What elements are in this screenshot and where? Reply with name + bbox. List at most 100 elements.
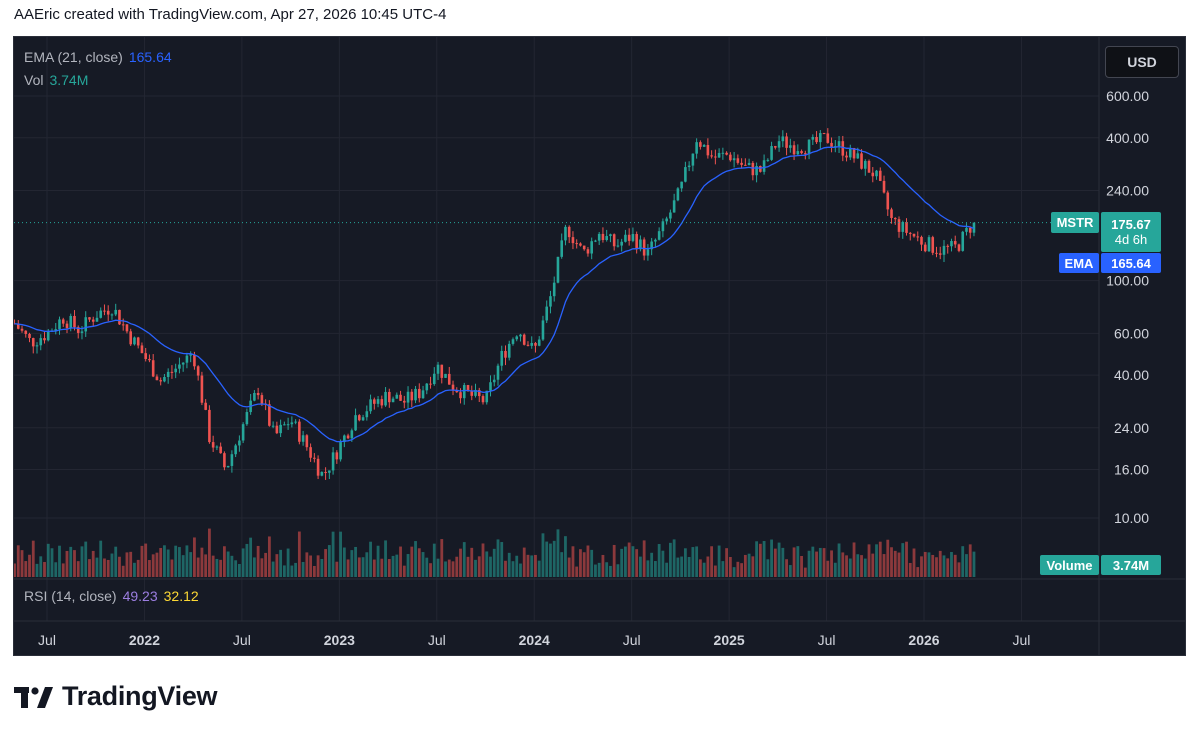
volume-bar <box>136 559 140 577</box>
candle-body <box>852 148 856 159</box>
rsi-legend[interactable]: RSI (14, close) 49.23 32.12 <box>24 588 199 604</box>
volume-bar <box>249 537 253 577</box>
candle-body <box>140 345 144 354</box>
volume-bar <box>399 546 402 577</box>
y-tick-label: 100.00 <box>1106 273 1149 289</box>
candle-body <box>178 364 181 369</box>
ema-legend[interactable]: EMA (21, close) 165.64 <box>24 49 172 65</box>
candle-body <box>781 136 785 142</box>
candle-body <box>530 342 534 346</box>
candle-body <box>953 241 957 245</box>
price-chart[interactable]: 600.00 400.00 240.00 100.00 60.00 40.00 24.00 1… <box>14 37 1185 655</box>
volume-bar <box>672 539 676 577</box>
candle-body <box>260 395 264 404</box>
candle-body <box>84 317 88 332</box>
volume-bar <box>567 557 571 577</box>
volume-bar <box>148 560 151 577</box>
candle-body <box>624 234 627 242</box>
candle-body <box>466 385 470 391</box>
candle-body <box>241 424 245 441</box>
candle-body <box>328 470 331 473</box>
candle-body <box>800 151 803 154</box>
volume-bar <box>91 550 95 577</box>
volume-bar <box>189 552 193 577</box>
volume-bar <box>294 562 298 577</box>
volume-bar <box>73 550 76 577</box>
candle-body <box>897 219 901 232</box>
volume-bar <box>196 557 200 577</box>
candle-body <box>725 152 728 155</box>
rsi-legend-value: 49.23 <box>122 588 158 604</box>
candle-body <box>875 170 878 177</box>
volume-bar <box>871 553 875 577</box>
chart-panel[interactable]: 600.00 400.00 240.00 100.00 60.00 40.00 24.00 1… <box>13 36 1186 656</box>
volume-bar <box>99 540 103 577</box>
candle-body <box>440 364 444 378</box>
volume-bar <box>938 550 942 577</box>
candle-body <box>219 446 222 454</box>
x-tick-label: 2022 <box>129 632 160 648</box>
candle-body <box>477 389 481 397</box>
volume-bar <box>297 531 301 577</box>
volume-bar <box>781 547 785 577</box>
x-tick-label: 2025 <box>714 632 745 648</box>
volume-bar <box>777 542 781 577</box>
candle-body <box>657 231 661 240</box>
volume-bar <box>447 559 451 577</box>
candle-body <box>69 315 73 329</box>
volume-bar <box>657 544 661 577</box>
candle-body <box>492 379 496 383</box>
volume-bar <box>178 547 181 577</box>
volume-bar <box>316 555 320 577</box>
tradingview-brand[interactable]: TradingView <box>14 681 218 712</box>
candle-body <box>208 409 211 443</box>
volume-bar <box>620 548 624 577</box>
candle-body <box>470 390 474 396</box>
volume-bar <box>65 550 69 577</box>
candle-body <box>429 383 432 385</box>
candle-body <box>620 241 623 246</box>
candle-body <box>65 323 69 329</box>
volume-bar <box>571 546 575 577</box>
volume-bar <box>770 539 773 577</box>
candle-body <box>759 166 762 172</box>
candle-body <box>485 390 489 403</box>
candle-body <box>215 446 219 448</box>
volume-bar <box>69 546 73 577</box>
volume-bar <box>931 554 935 577</box>
y-tick-label: 16.00 <box>1114 462 1149 478</box>
volume-bar <box>946 558 950 577</box>
candle-body <box>88 317 91 320</box>
volume-bar <box>95 557 99 577</box>
volume-bar <box>271 561 275 577</box>
candle-body <box>500 350 504 366</box>
candle-body <box>361 417 365 421</box>
vol-legend[interactable]: Vol 3.74M <box>24 72 88 88</box>
volume-bar <box>747 553 751 577</box>
currency-button[interactable]: USD <box>1105 46 1179 78</box>
volume-bar <box>646 560 650 577</box>
volume-bar <box>222 546 226 577</box>
x-tick-label: Jul <box>1012 632 1030 648</box>
volume-bar <box>586 545 590 577</box>
volume-bar <box>492 548 496 577</box>
candle-body <box>402 400 406 403</box>
volume-bar <box>541 533 545 577</box>
x-tick-label: Jul <box>623 632 641 648</box>
volume-bar <box>594 564 597 577</box>
volume-bar <box>110 553 114 577</box>
candle-body <box>706 144 710 156</box>
volume-bar <box>624 546 627 577</box>
volume-bar <box>365 552 369 577</box>
volume-bar <box>631 546 635 577</box>
volume-bar <box>267 536 271 577</box>
volume-bar <box>50 548 54 577</box>
candle-body <box>807 139 811 155</box>
candle-body <box>16 323 20 329</box>
volume-bar <box>444 561 447 577</box>
volume-bar <box>252 557 256 577</box>
candle-body <box>886 192 890 210</box>
ema-tag: EMA <box>1059 253 1099 273</box>
volume-bar <box>800 556 803 577</box>
volume-bar <box>833 562 837 577</box>
